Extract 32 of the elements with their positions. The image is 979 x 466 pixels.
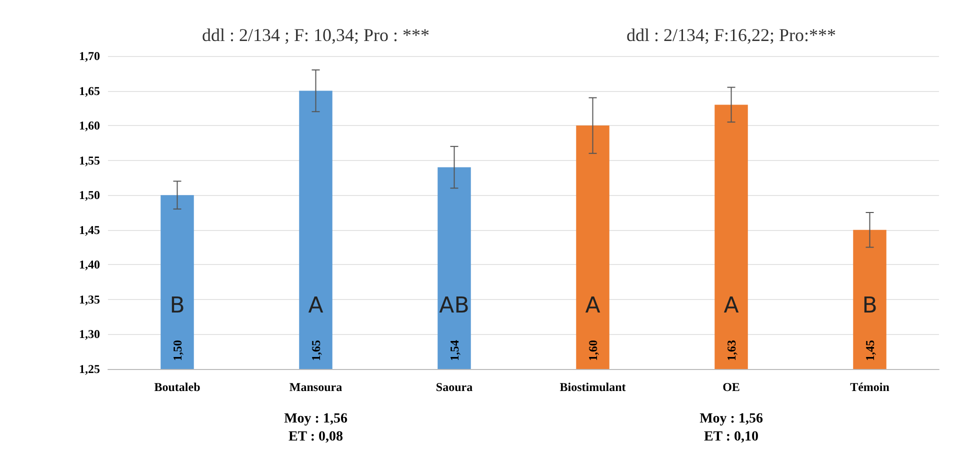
data-label: 1,65 (308, 340, 323, 361)
y-tick-label: 1,65 (79, 84, 100, 98)
x-tick-label: Mansoura (289, 380, 342, 394)
annotation: A (585, 294, 600, 318)
y-tick-label: 1,30 (79, 327, 100, 342)
y-tick-label: 1,40 (79, 258, 100, 272)
data-label: 1,54 (447, 340, 462, 361)
data-label: 1,63 (724, 340, 738, 361)
data-label: 1,50 (170, 340, 184, 361)
x-tick-label: OE (722, 380, 740, 394)
data-label: 1,60 (586, 340, 600, 361)
y-tick-label: 1,35 (79, 292, 100, 306)
y-tick-label: 1,55 (79, 153, 100, 168)
y-tick-label: 1,45 (79, 222, 100, 237)
text: Moy : 1,56 ET : 0,08 (284, 412, 348, 444)
y-tick-label: 1,25 (79, 362, 100, 376)
y-tick-label: 1,50 (79, 188, 100, 202)
x-tick-label: Biostimulant (560, 380, 626, 394)
text: ddl : 2/134 ; F: 10,34; Pro : *** (202, 25, 430, 45)
annotation: A (724, 294, 739, 318)
y-tick-label: 1,60 (79, 118, 100, 133)
x-tick-label: Boutaleb (154, 380, 201, 394)
annotation: A (308, 294, 324, 318)
text: Moy : 1,56 ET : 0,10 (700, 412, 763, 444)
y-tick-label: 1,70 (79, 49, 100, 63)
x-tick-label: Saoura (436, 380, 473, 394)
annotation: B (170, 294, 185, 318)
text: ddl : 2/134; F:16,22; Pro:*** (626, 25, 836, 45)
data-label: 1,45 (862, 340, 877, 361)
x-tick-label: Témoin (850, 380, 890, 394)
annotation: B (862, 294, 878, 318)
annotation: AB (439, 294, 470, 318)
